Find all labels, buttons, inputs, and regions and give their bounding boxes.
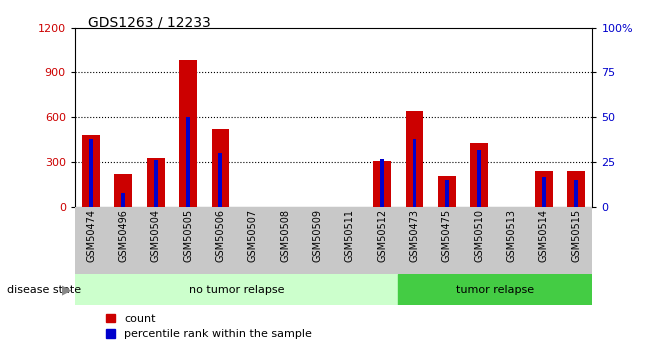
Text: GSM50508: GSM50508 — [280, 209, 290, 262]
Bar — [373, 161, 391, 207]
Text: GSM50473: GSM50473 — [409, 209, 419, 262]
Legend: count, percentile rank within the sample: count, percentile rank within the sample — [107, 314, 312, 339]
Text: GSM50475: GSM50475 — [442, 209, 452, 262]
Text: GDS1263 / 12233: GDS1263 / 12233 — [88, 16, 211, 30]
Bar — [122, 193, 126, 207]
Text: tumor relapse: tumor relapse — [456, 285, 534, 295]
Bar — [147, 158, 165, 207]
Bar — [535, 171, 553, 207]
Text: GSM50506: GSM50506 — [215, 209, 225, 262]
Text: disease state: disease state — [7, 285, 81, 295]
Bar — [413, 139, 417, 207]
Text: no tumor relapse: no tumor relapse — [189, 285, 284, 295]
Bar — [380, 159, 384, 207]
Text: ▶: ▶ — [62, 283, 72, 296]
Text: GSM50512: GSM50512 — [377, 209, 387, 262]
Bar — [89, 139, 93, 207]
Bar — [115, 174, 132, 207]
Bar — [219, 153, 223, 207]
Text: GSM50504: GSM50504 — [151, 209, 161, 262]
Bar — [82, 135, 100, 207]
Text: GSM50474: GSM50474 — [86, 209, 96, 262]
Bar — [212, 129, 229, 207]
Bar — [154, 160, 158, 207]
Text: GSM50514: GSM50514 — [539, 209, 549, 262]
Text: GSM50510: GSM50510 — [474, 209, 484, 262]
Bar — [398, 274, 592, 305]
Text: GSM50515: GSM50515 — [571, 209, 581, 262]
Bar — [470, 143, 488, 207]
Bar — [438, 176, 456, 207]
Text: GSM50513: GSM50513 — [506, 209, 516, 262]
Bar — [186, 117, 190, 207]
Bar — [567, 171, 585, 207]
Bar — [406, 111, 423, 207]
Bar — [574, 180, 578, 207]
Text: GSM50496: GSM50496 — [118, 209, 128, 262]
Bar — [542, 177, 546, 207]
Bar — [477, 150, 481, 207]
Text: GSM50509: GSM50509 — [312, 209, 322, 262]
Bar — [445, 180, 449, 207]
Bar — [75, 274, 398, 305]
Text: GSM50505: GSM50505 — [183, 209, 193, 262]
Bar — [179, 60, 197, 207]
Text: GSM50511: GSM50511 — [345, 209, 355, 262]
Text: GSM50507: GSM50507 — [248, 209, 258, 262]
